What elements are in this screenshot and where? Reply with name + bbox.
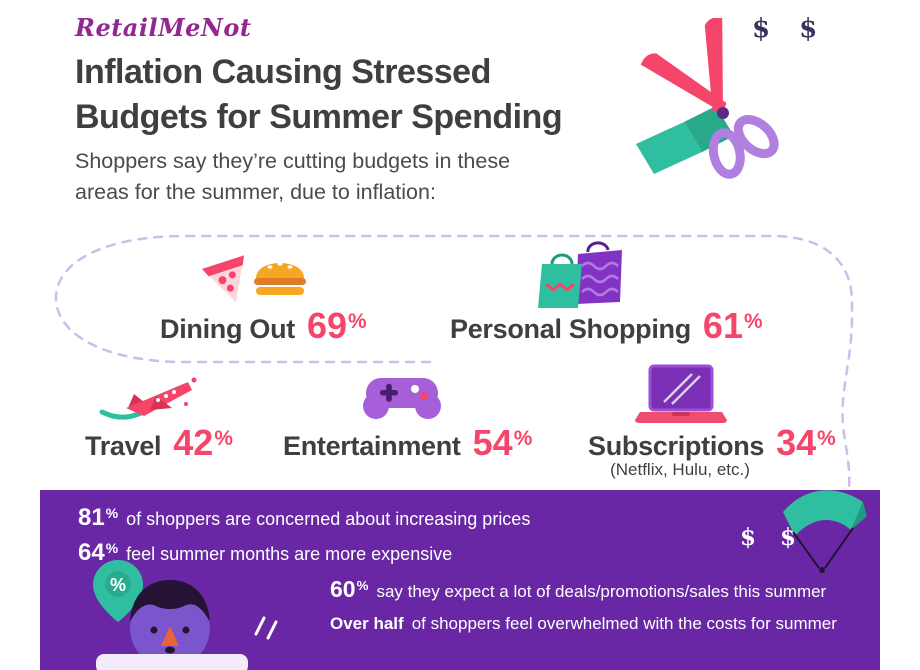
stat-subscriptions: Subscriptions 34% <box>588 422 836 464</box>
pin-percent-label: % <box>110 575 126 595</box>
panel-stat-81-value: 81% <box>78 504 118 532</box>
stat-subscriptions-value: 34% <box>776 422 836 464</box>
panel-stat-81-number: 81 <box>78 504 105 531</box>
panel-over-half: Over half of shoppers feel overwhelmed w… <box>330 614 837 634</box>
stat-dining-out-label: Dining Out <box>160 314 295 344</box>
subtitle-line-1: Shoppers say they’re cutting budgets in … <box>75 149 511 173</box>
bottom-panel: 81% of shoppers are concerned about incr… <box>40 490 880 670</box>
stat-travel: Travel 42% <box>85 422 233 464</box>
stat-subscriptions-label: Subscriptions <box>588 431 765 461</box>
shopping-bags-icon <box>538 241 622 308</box>
panel-stat-64-text: feel summer months are more expensive <box>126 544 453 564</box>
panel-over-half-bold: Over half <box>330 614 404 633</box>
panel-stat-60-value: 60% <box>330 576 368 603</box>
stat-personal-shopping-label: Personal Shopping <box>450 314 691 344</box>
panel-stat-64-value: 64% <box>78 539 118 567</box>
panel-stat-81: 81% of shoppers are concerned about incr… <box>78 504 530 532</box>
pizza-burger-icon <box>202 255 306 303</box>
slash-mark <box>254 616 266 636</box>
stat-travel-value: 42% <box>173 422 233 464</box>
dollar-signs-panel-decoration: $ $ <box>740 524 805 551</box>
percent-sign: % <box>105 540 119 557</box>
brand-logo: RetailMeNot <box>75 13 252 42</box>
airplane-icon <box>99 377 197 420</box>
percent-sign: % <box>513 426 533 450</box>
panel-stat-64: 64% feel summer months are more expensiv… <box>78 539 452 567</box>
dollar-signs-decoration: $ $ <box>752 14 828 44</box>
percent-sign: % <box>817 426 836 450</box>
stat-travel-number: 42 <box>173 422 214 463</box>
percent-sign: % <box>743 309 763 333</box>
title-line-2: Budgets for Summer Spending <box>75 98 563 136</box>
stat-entertainment-number: 54 <box>472 422 513 463</box>
subtitle-line-2: areas for the summer, due to inflation: <box>75 180 436 204</box>
panel-stat-60-text: say they expect a lot of deals/promotion… <box>376 582 827 601</box>
panel-stat-64-number: 64 <box>78 539 105 566</box>
stat-dining-out: Dining Out 69% <box>160 305 367 347</box>
panel-over-half-text: of shoppers feel overwhelmed with the co… <box>411 614 837 633</box>
percent-sign: % <box>356 578 369 594</box>
stat-subscriptions-number: 34 <box>776 422 817 463</box>
title-line-1: Inflation Causing Stressed <box>75 53 491 91</box>
stat-dining-out-value: 69% <box>307 305 367 347</box>
slash-mark <box>266 620 278 640</box>
panel-stat-60-number: 60 <box>330 576 356 602</box>
panel-stat-60: 60% say they expect a lot of deals/promo… <box>330 576 826 603</box>
subtitle: Shoppers say they’re cutting budgets in … <box>75 146 510 208</box>
percent-sign: % <box>214 426 233 450</box>
falling-money-icon <box>783 490 867 573</box>
stat-travel-label: Travel <box>85 431 162 461</box>
stat-dining-out-number: 69 <box>306 305 348 346</box>
stat-entertainment-value: 54% <box>473 422 533 464</box>
stat-personal-shopping-number: 61 <box>702 305 743 346</box>
scissors-money-icon <box>636 18 779 179</box>
percent-sign: % <box>348 309 367 333</box>
stat-personal-shopping: Personal Shopping 61% <box>450 305 763 347</box>
stat-personal-shopping-value: 61% <box>703 305 763 347</box>
percent-sign: % <box>105 505 119 522</box>
subscriptions-note: (Netflix, Hulu, etc.) <box>610 460 750 479</box>
stat-entertainment-label: Entertainment <box>283 431 461 461</box>
game-controller-icon <box>363 378 441 419</box>
stat-entertainment: Entertainment 54% <box>283 422 532 464</box>
panel-stat-81-text: of shoppers are concerned about increasi… <box>126 509 531 529</box>
shopper-with-deal-pin-icon: % <box>93 560 278 670</box>
laptop-icon <box>635 364 727 423</box>
page-title: Inflation Causing Stressed Budgets for S… <box>75 50 563 140</box>
